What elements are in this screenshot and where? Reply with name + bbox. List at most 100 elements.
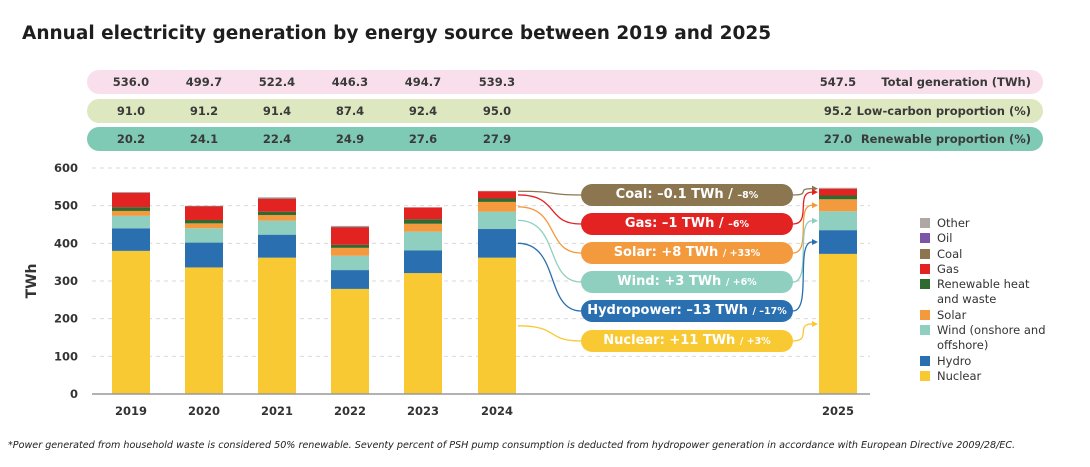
bar-segment-wind-onshore-and-offshore- (478, 211, 516, 230)
annotation-text: Wind: +3 TWh (617, 274, 726, 289)
y-tick-label: 100 (54, 349, 78, 363)
summary-label: Total generation (TWh) (881, 75, 1031, 89)
summary-value: 499.7 (185, 75, 223, 89)
summary-value: 24.1 (189, 132, 219, 146)
connector-line (792, 191, 813, 225)
bar-segment-nuclear (112, 250, 150, 394)
annotation-percent: / +33% (722, 248, 761, 259)
change-annotation: Gas: –1 TWh / –6% (581, 213, 793, 235)
bar-segment-hydro (185, 242, 223, 268)
bar-segment-other (819, 187, 857, 189)
summary-value: 20.2 (116, 132, 146, 146)
bar-segment-renewable-heat-and-waste (258, 211, 296, 216)
bar-segment-wind-onshore-and-offshore- (819, 211, 857, 231)
summary-value: 27.6 (408, 132, 438, 146)
legend-label: Other (937, 216, 970, 230)
bar-segment-gas (404, 207, 442, 220)
x-tick-label: 2022 (334, 404, 366, 418)
connector-line (517, 194, 582, 225)
bar-segment-solar (404, 223, 442, 232)
bar-segment-gas (331, 227, 369, 245)
bar-segment-solar (185, 223, 223, 229)
summary-value: 27.9 (482, 132, 512, 146)
legend-item: Oil (920, 231, 1047, 246)
x-tick-label: 2024 (481, 404, 513, 418)
legend-label: Renewable heat and waste (937, 277, 1030, 307)
connector-line (517, 219, 582, 283)
change-annotation: Solar: +8 TWh / +33% (581, 242, 793, 264)
summary-value: 539.3 (478, 75, 516, 89)
connector-line (792, 204, 813, 254)
y-tick-label: 200 (54, 312, 78, 326)
connector-line (517, 206, 582, 254)
y-tick-label: 0 (70, 387, 78, 401)
bar-segment-solar (331, 247, 369, 256)
summary-row: 91.0 91.2 91.4 87.4 92.4 95.0 95.2 Low-carbon p… (87, 99, 1043, 123)
legend-item: Gas (920, 262, 1047, 277)
change-annotation: Coal: –0.1 TWh / –8% (581, 184, 793, 206)
annotation-percent: / –17% (752, 306, 787, 317)
bar-segment-coal (258, 198, 296, 199)
legend-label: Nuclear (937, 368, 982, 383)
bar-segment-hydro (331, 270, 369, 289)
bar-segment-nuclear (185, 267, 223, 394)
annotation-text: Nuclear: +11 TWh (603, 333, 740, 348)
summary-value: 22.4 (262, 132, 292, 146)
legend-label: Solar (937, 307, 967, 322)
legend-swatch (920, 263, 930, 274)
connector-line (517, 190, 582, 196)
annotation-text: Gas: –1 TWh / (624, 216, 729, 231)
legend-item: Nuclear (920, 369, 1047, 384)
bar-segment-gas (819, 188, 857, 196)
bar-segment-nuclear (404, 273, 442, 394)
bar-segment-hydro (404, 250, 442, 274)
bar-segment-nuclear (331, 288, 369, 394)
chart-title: Annual electricity generation by energy … (22, 23, 772, 44)
x-tick-label: 2021 (261, 404, 293, 418)
y-tick-label: 300 (54, 274, 78, 288)
y-tick-label: 500 (54, 199, 78, 213)
summary-value: 92.4 (408, 104, 438, 118)
bar-segment-nuclear (819, 253, 857, 394)
arrow-head (812, 217, 818, 224)
y-axis-label: TWh (24, 264, 40, 299)
summary-value: 95.2 (823, 104, 853, 118)
x-tick-label: 2023 (407, 404, 439, 418)
summary-value: 522.4 (258, 75, 296, 89)
summary-value: 536.0 (112, 75, 150, 89)
connector-line (792, 187, 813, 196)
annotation-text: Coal: –0.1 TWh / (615, 187, 738, 202)
bar-segment-solar (478, 201, 516, 212)
bar-segment-renewable-heat-and-waste (185, 219, 223, 224)
bar-segment-hydro (478, 229, 516, 258)
summary-value: 24.9 (335, 132, 365, 146)
legend-swatch (920, 370, 930, 381)
summary-label: Low-carbon proportion (%) (856, 104, 1031, 118)
x-tick-label: 2025 (822, 404, 854, 418)
summary-value: 95.0 (482, 104, 512, 118)
x-tick-label: 2019 (115, 404, 147, 418)
bar-segment-hydro (819, 230, 857, 254)
annotation-percent: / +3% (739, 336, 771, 347)
legend-label: Coal (937, 246, 963, 261)
bar-segment-renewable-heat-and-waste (404, 219, 442, 224)
legend-label: Oil (937, 231, 953, 246)
summary-value: 446.3 (331, 75, 369, 89)
annotation-text: Hydropower: –13 TWh (587, 303, 753, 318)
summary-value: 91.0 (116, 104, 146, 118)
x-tick-label: 2020 (188, 404, 220, 418)
bar-segment-solar (819, 199, 857, 212)
legend-swatch (920, 218, 930, 228)
legend: Other Oil Coal Gas Renewable heat and waste S… (920, 216, 1047, 384)
legend-swatch (920, 279, 930, 290)
bar-segment-wind-onshore-and-offshore- (258, 220, 296, 235)
bar-segment-solar (258, 215, 296, 221)
summary-value: 494.7 (404, 75, 442, 89)
summary-row: 536.0 499.7 522.4 446.3 494.7 539.3 547.5 Total… (87, 70, 1043, 94)
connector-line (517, 325, 582, 342)
annotation-percent: / +6% (725, 277, 757, 288)
change-annotation: Wind: +3 TWh / +6% (581, 271, 793, 293)
bar-segment-wind-onshore-and-offshore- (331, 255, 369, 271)
legend-swatch (920, 325, 930, 336)
